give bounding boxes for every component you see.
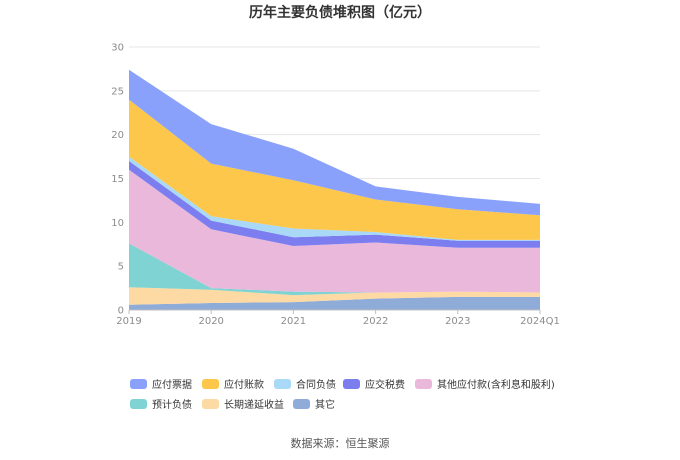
legend-swatch bbox=[343, 379, 360, 389]
legend-swatch bbox=[130, 399, 147, 409]
legend: 应付票据 应付账款 合同负债 应交税费 其他应付款(含利息和股利) 预计负债 长期递延收益 其… bbox=[130, 378, 555, 411]
area-series-6 bbox=[129, 99, 540, 240]
y-tick-label: 0 bbox=[118, 306, 124, 317]
legend-swatch bbox=[130, 379, 147, 389]
legend-swatch bbox=[415, 379, 432, 389]
legend-label: 应付票据 bbox=[152, 378, 192, 391]
legend-label: 预计负债 bbox=[152, 398, 192, 411]
y-tick-label: 25 bbox=[111, 86, 124, 97]
legend-label: 应交税费 bbox=[365, 378, 405, 391]
y-tick-label: 5 bbox=[118, 262, 124, 273]
x-tick-label: 2024Q1 bbox=[520, 316, 560, 327]
axes: 0 5 10 15 20 25 30 2019 2020 2021 2022 2023 2024Q1 bbox=[111, 43, 560, 328]
legend-item[interactable]: 其它 bbox=[293, 398, 335, 411]
legend-label: 其它 bbox=[315, 398, 335, 411]
legend-swatch bbox=[293, 399, 310, 409]
x-tick-label: 2023 bbox=[445, 316, 470, 327]
legend-item[interactable]: 应付账款 bbox=[202, 378, 264, 391]
x-tick-label: 2019 bbox=[116, 316, 141, 327]
area-series-1 bbox=[129, 287, 540, 305]
legend-item[interactable]: 长期递延收益 bbox=[202, 398, 284, 411]
y-tick-label: 15 bbox=[111, 174, 124, 185]
legend-swatch bbox=[202, 379, 219, 389]
source-text: 数据来源：恒生聚源 bbox=[291, 436, 390, 450]
legend-label: 合同负债 bbox=[296, 378, 336, 391]
area-series-7 bbox=[129, 69, 540, 216]
y-tick-label: 30 bbox=[111, 43, 124, 54]
chart-title: 历年主要负债堆积图（亿元） bbox=[249, 4, 431, 21]
legend-item[interactable]: 应付票据 bbox=[130, 378, 192, 391]
x-tick-label: 2020 bbox=[198, 316, 223, 327]
y-tick-label: 10 bbox=[111, 218, 124, 229]
legend-label: 长期递延收益 bbox=[224, 398, 284, 411]
x-tick-label: 2021 bbox=[281, 316, 306, 327]
legend-item[interactable]: 合同负债 bbox=[274, 378, 336, 391]
x-tick-label: 2022 bbox=[363, 316, 388, 327]
area-series-5 bbox=[129, 156, 540, 241]
legend-item[interactable]: 预计负债 bbox=[130, 398, 192, 411]
legend-item[interactable]: 其他应付款(含利息和股利) bbox=[415, 378, 555, 391]
legend-swatch bbox=[274, 379, 291, 389]
area-layers bbox=[129, 69, 540, 310]
area-series-3 bbox=[129, 169, 540, 293]
legend-label: 应付账款 bbox=[224, 378, 264, 391]
area-series-0 bbox=[129, 296, 540, 310]
legend-item[interactable]: 应交税费 bbox=[343, 378, 405, 391]
legend-label: 其他应付款(含利息和股利) bbox=[437, 378, 555, 391]
area-series-4 bbox=[129, 161, 540, 248]
y-tick-label: 20 bbox=[111, 130, 124, 141]
legend-swatch bbox=[202, 399, 219, 409]
